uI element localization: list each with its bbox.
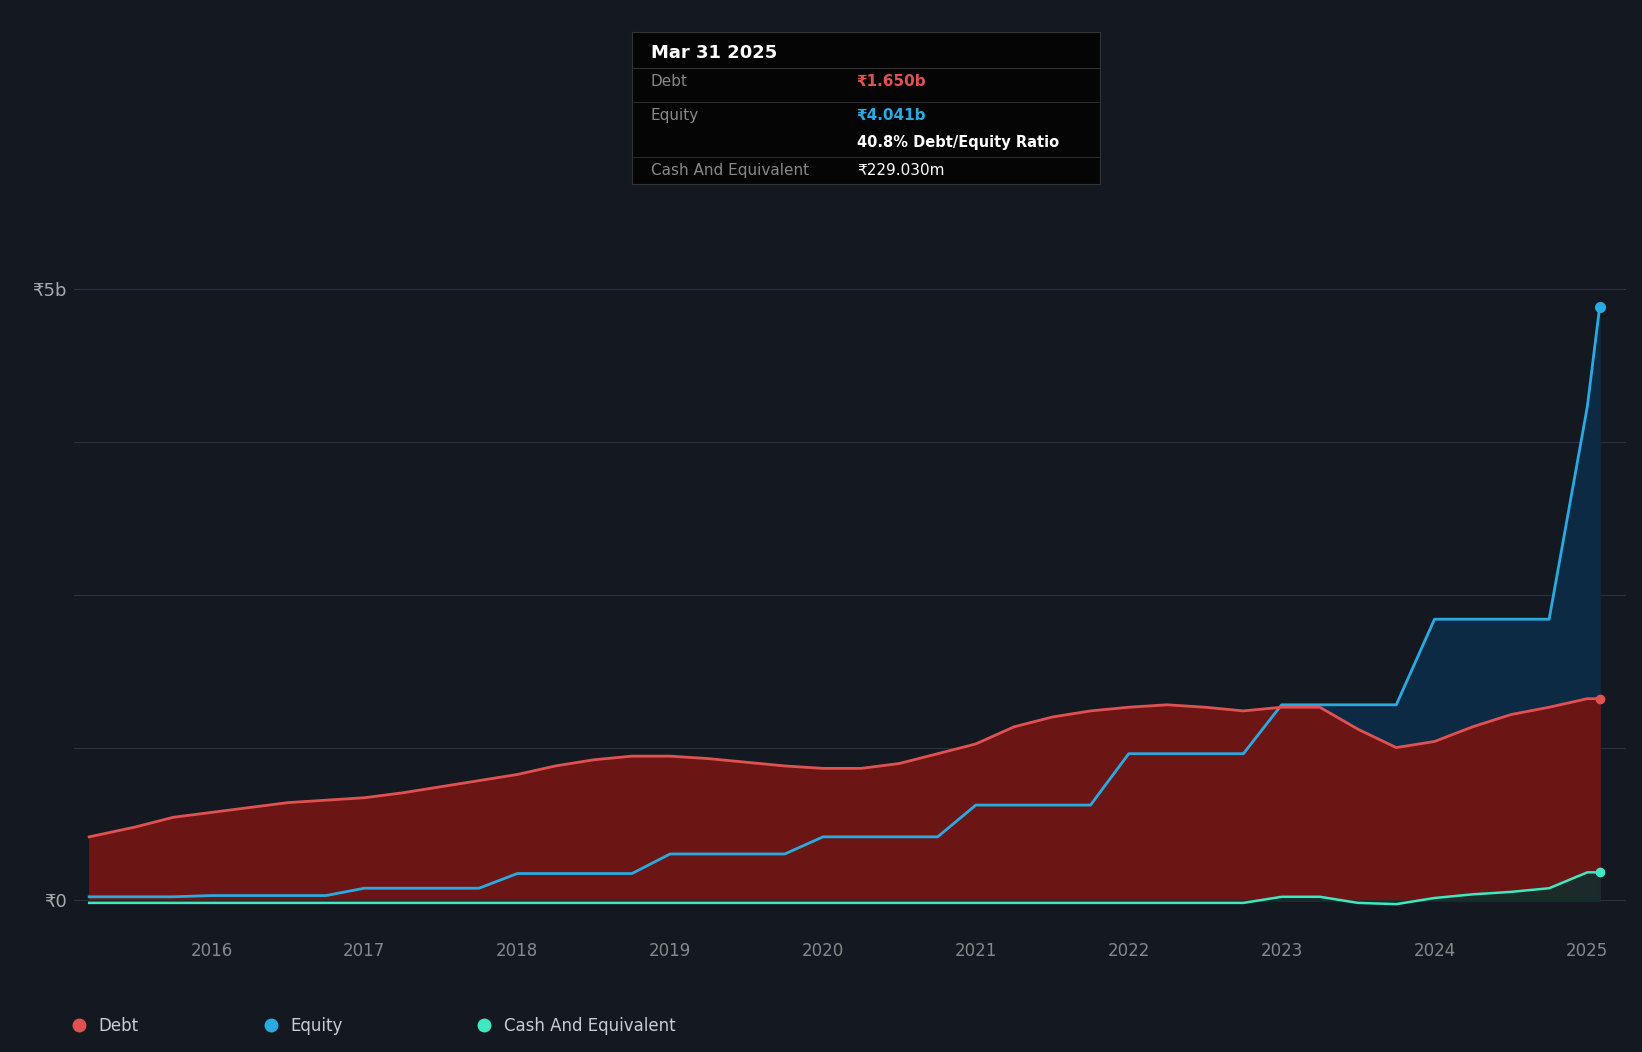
Text: ₹1.650b: ₹1.650b [857, 75, 926, 89]
Text: Equity: Equity [650, 108, 699, 123]
Text: Debt: Debt [99, 1016, 138, 1035]
Text: ₹229.030m: ₹229.030m [857, 163, 944, 178]
Text: Debt: Debt [650, 75, 688, 89]
Text: Cash And Equivalent: Cash And Equivalent [650, 163, 810, 178]
Text: ₹4.041b: ₹4.041b [857, 108, 926, 123]
Text: Cash And Equivalent: Cash And Equivalent [504, 1016, 677, 1035]
Text: Mar 31 2025: Mar 31 2025 [650, 44, 777, 62]
Text: 40.8% Debt/Equity Ratio: 40.8% Debt/Equity Ratio [857, 136, 1059, 150]
Text: Equity: Equity [291, 1016, 343, 1035]
